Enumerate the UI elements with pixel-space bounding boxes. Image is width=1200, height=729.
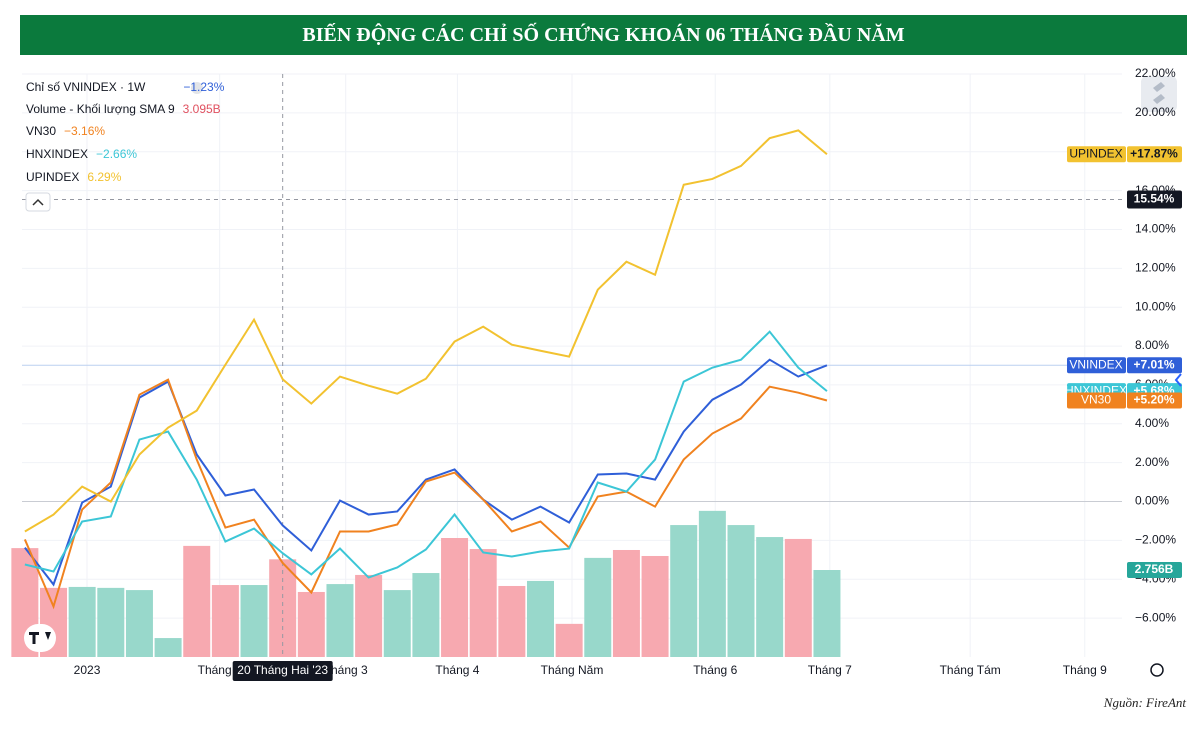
tag-value-bg xyxy=(1127,392,1182,409)
volume-bar xyxy=(469,549,497,657)
volume-bar xyxy=(97,587,125,657)
x-tick-label: Tháng Năm xyxy=(541,663,604,677)
plot xyxy=(11,73,1122,657)
chart: 2023 Tháng 2 Tháng 3 Tháng 4 Tháng Năm Tháng … xyxy=(11,66,1182,681)
volume-bar xyxy=(441,538,469,657)
tag-value-bg xyxy=(1127,146,1182,163)
series-line xyxy=(24,129,828,533)
volume-bar xyxy=(698,510,726,657)
volume-bar xyxy=(756,537,784,657)
y-tick-label: 0.00% xyxy=(1135,494,1169,508)
tag-name: VN30 xyxy=(1081,393,1111,407)
x-tick-label: Tháng 6 xyxy=(693,663,737,677)
legend-name: VN30 xyxy=(26,124,56,138)
banner-title: BIẾN ĐỘNG CÁC CHỈ SỐ CHỨNG KHOÁN 06 THÁN… xyxy=(20,15,1187,55)
volume-tag-bg xyxy=(1127,562,1182,579)
series-line xyxy=(24,330,828,579)
collapse-button[interactable] xyxy=(25,192,51,212)
legend-value: 3.095B xyxy=(183,102,221,116)
volume-bar xyxy=(498,585,526,657)
volume-bar xyxy=(297,591,325,657)
y-tick-label: 14.00% xyxy=(1135,222,1176,236)
legend-name: Chỉ số VNINDEX · 1W xyxy=(26,80,146,94)
source-note: Nguồn: FireAnt xyxy=(1103,695,1186,710)
volume-bar xyxy=(125,590,153,657)
x-tick-label: Tháng 7 xyxy=(808,663,852,677)
legend-name: Volume - Khối lượng SMA 9 xyxy=(26,102,175,116)
logo-icon xyxy=(1153,82,1165,104)
y-tick-label: 22.00% xyxy=(1135,66,1176,80)
settings-icon[interactable] xyxy=(1150,663,1164,677)
legend-value: −3.16% xyxy=(64,124,105,138)
tag-value: +5.20% xyxy=(1133,393,1174,407)
volume-bar xyxy=(526,580,554,657)
volume-bar xyxy=(183,545,211,657)
volume-bar xyxy=(412,573,440,657)
tag-name-bg xyxy=(1067,146,1126,163)
y-tick-label: 4.00% xyxy=(1135,416,1169,430)
volume-bar xyxy=(269,559,297,657)
x-tick-label: Tháng 9 xyxy=(1063,663,1107,677)
legend-value: −1.23% xyxy=(183,80,224,94)
collapse-icon xyxy=(32,198,44,206)
y-tick-label: 10.00% xyxy=(1135,299,1176,313)
series-line xyxy=(24,358,828,587)
legend-name: HNXINDEX xyxy=(26,147,88,161)
volume-bar xyxy=(784,538,812,657)
tag-name-bg xyxy=(1067,357,1126,374)
y-tick-label: 20.00% xyxy=(1135,105,1176,119)
volume-bar xyxy=(326,584,354,657)
tv-logo-mark xyxy=(29,632,51,644)
volume-bar xyxy=(68,586,96,657)
legend-name: UPINDEX xyxy=(26,170,79,184)
volume-bar xyxy=(211,585,239,657)
crosshair-y-bg xyxy=(1127,190,1182,209)
tag-name: VNINDEX xyxy=(1069,357,1122,371)
x-tick-label: 2023 xyxy=(74,663,101,677)
x-tick-label: Tháng 2 xyxy=(198,663,242,677)
legend-value: −2.66% xyxy=(96,147,137,161)
y-tick-label: −6.00% xyxy=(1135,610,1176,624)
volume-bar xyxy=(670,525,698,657)
volume-bar xyxy=(612,549,640,657)
x-tick-label: Tháng 3 xyxy=(324,663,368,677)
crosshair-x-label: 20 Tháng Hai '23 xyxy=(237,663,328,677)
y-tick-label: −2.00% xyxy=(1135,533,1176,547)
volume-bar xyxy=(154,638,182,657)
y-tick-label: 2.00% xyxy=(1135,455,1169,469)
volume-bar xyxy=(555,623,583,657)
x-tick-label: Tháng 4 xyxy=(435,663,479,677)
tag-value: +17.87% xyxy=(1130,146,1178,160)
y-tick-label: 8.00% xyxy=(1135,338,1169,352)
volume-bar xyxy=(641,555,669,657)
crosshair-x-bg xyxy=(232,661,333,681)
tag-value-bg xyxy=(1127,357,1182,374)
volume-bar xyxy=(727,525,755,657)
legend-value: 6.29% xyxy=(87,170,121,184)
tv-logo xyxy=(24,624,56,652)
volume-tag: 2.756B xyxy=(1135,562,1174,576)
volume-bar xyxy=(240,585,268,657)
series-line xyxy=(23,378,828,610)
volume-bar xyxy=(383,590,411,657)
tag-name-bg xyxy=(1067,392,1126,409)
logo-badge xyxy=(1141,76,1177,112)
volume-bar xyxy=(355,574,383,657)
tag-name: UPINDEX xyxy=(1069,146,1122,160)
x-tick-label: Tháng Tám xyxy=(940,663,1001,677)
volume-bar xyxy=(584,557,612,657)
crosshair-y-label: 15.54% xyxy=(1134,192,1175,206)
y-tick-label: 12.00% xyxy=(1135,261,1176,275)
chart-side-arrow xyxy=(1174,373,1182,387)
eye-toggle[interactable] xyxy=(191,82,203,94)
volume-bar xyxy=(813,570,841,657)
tag-value: +7.01% xyxy=(1133,357,1174,371)
